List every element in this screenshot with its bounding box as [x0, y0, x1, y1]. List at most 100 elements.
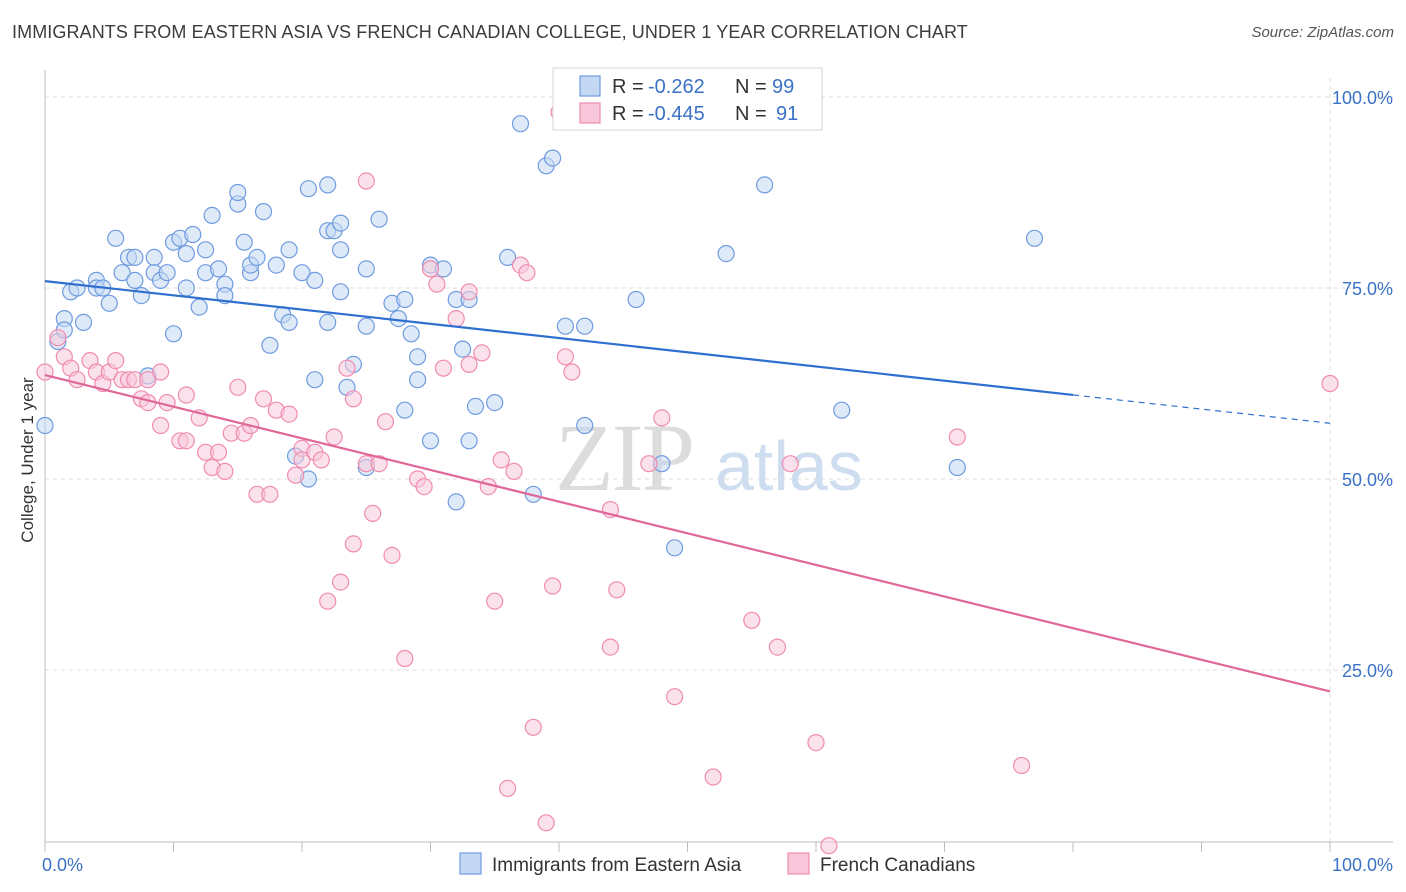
eastern-asia-point-62 [370, 210, 388, 228]
eastern-asia-point-39 [248, 248, 266, 266]
svg-text:R =: R = [612, 103, 644, 125]
french-canadians-point-52 [383, 546, 401, 565]
eastern-asia-point-36 [235, 233, 253, 251]
eastern-asia-point-75 [454, 340, 472, 358]
french-canadians-point-25 [209, 443, 228, 461]
french-canadians-point-38 [293, 451, 311, 469]
eastern-asia-point-55 [332, 283, 350, 301]
french-canadians-point-80 [653, 409, 671, 427]
french-canadians-point-41 [319, 592, 337, 610]
eastern-asia-point-35 [229, 183, 247, 202]
eastern-asia-point-71 [421, 432, 440, 450]
top-legend: R = -0.262 N = 99 R = -0.445 N = 91 [552, 67, 823, 131]
trend-line-french-canadians [44, 374, 1331, 693]
y-tick-label-3: 25.0% [1342, 661, 1393, 681]
eastern-asia-point-21 [158, 264, 176, 282]
legend-swatch-french-canadians [579, 102, 601, 124]
eastern-asia-point-25 [177, 245, 195, 263]
x-tick-label-1: 100.0% [1332, 855, 1393, 875]
y-tick-label-0: 100.0% [1332, 88, 1393, 108]
svg-text:N =: N = [735, 103, 767, 125]
eastern-asia-point-76 [460, 432, 478, 450]
french-canadians-point-90 [1321, 374, 1339, 393]
french-canadians-point-44 [338, 359, 356, 377]
french-canadians-point-36 [287, 466, 305, 484]
eastern-asia-point-66 [396, 401, 414, 419]
bottom-legend-swatch-french-canadians [787, 852, 810, 875]
eastern-asia-point-16 [132, 287, 150, 305]
eastern-asia-point-91 [717, 245, 735, 263]
french-canadians-point-82 [704, 768, 722, 786]
eastern-asia-point-53 [319, 176, 337, 194]
eastern-asia-point-11 [107, 229, 125, 247]
french-canadians-point-66 [499, 779, 517, 798]
source-credit: Source: ZipAtlas.com [1251, 24, 1394, 41]
french-canadians-point-61 [460, 355, 478, 373]
eastern-asia-point-5 [68, 279, 86, 297]
eastern-asia-point-96 [332, 214, 350, 232]
eastern-asia-point-97 [299, 180, 317, 198]
french-canadians-point-48 [357, 172, 375, 190]
french-canadians-point-57 [428, 275, 446, 293]
eastern-asia-point-81 [511, 115, 530, 133]
french-canadians-point-1 [49, 329, 67, 347]
french-canadians-point-84 [768, 638, 787, 656]
eastern-asia-point-0 [36, 416, 54, 435]
eastern-asia-point-12 [113, 264, 131, 282]
legend-swatch-eastern-asia [579, 75, 601, 97]
french-canadians-point-53 [396, 649, 414, 668]
watermark: ZIP atlas [555, 404, 863, 511]
french-canadians-point-81 [665, 688, 684, 706]
french-canadians-point-40 [312, 451, 330, 469]
eastern-asia-point-65 [396, 290, 414, 309]
french-canadians-point-87 [820, 837, 838, 855]
french-canadians-point-59 [447, 310, 465, 328]
french-canadians-point-72 [543, 577, 562, 595]
eastern-asia-point-68 [409, 348, 427, 366]
french-canadians-point-17 [152, 416, 170, 435]
trend-line-eastern-asia-extension [1072, 394, 1331, 424]
y-axis-label: College, Under 1 year [18, 377, 37, 543]
eastern-asia-point-69 [409, 371, 427, 389]
eastern-asia-point-14 [126, 248, 144, 266]
french-canadians-point-9 [107, 352, 125, 370]
french-canadians-point-79 [640, 455, 658, 473]
eastern-asia-point-67 [402, 325, 420, 343]
eastern-asia-point-56 [332, 241, 350, 259]
french-canadians-point-32 [254, 390, 273, 408]
eastern-asia-point-59 [357, 260, 375, 278]
french-canadians-point-71 [537, 814, 555, 832]
eastern-asia-point-87 [576, 317, 594, 335]
eastern-asia-point-85 [556, 317, 575, 335]
eastern-asia-point-79 [486, 394, 504, 412]
eastern-asia-point-93 [833, 401, 851, 419]
eastern-asia-point-42 [267, 256, 285, 274]
eastern-asia-point-10 [100, 294, 118, 312]
eastern-asia-point-84 [543, 149, 562, 167]
eastern-asia-point-41 [261, 336, 279, 354]
eastern-asia-point-80 [499, 248, 517, 266]
french-canadians-point-45 [344, 535, 362, 553]
eastern-asia-point-50 [306, 271, 324, 289]
eastern-asia-point-30 [203, 206, 221, 224]
eastern-asia-point-94 [948, 458, 966, 477]
eastern-asia-point-15 [126, 271, 144, 289]
french-canadians-point-74 [556, 348, 575, 366]
series-french-canadians-points [36, 103, 1339, 855]
eastern-asia-point-47 [293, 264, 311, 282]
eastern-asia-point-40 [254, 203, 273, 221]
french-canadians-point-56 [421, 260, 440, 278]
bottom-legend-swatch-eastern-asia [459, 852, 482, 875]
french-canadians-point-83 [743, 611, 761, 629]
eastern-asia-point-86 [576, 416, 594, 435]
french-canadians-point-78 [608, 581, 626, 599]
watermark-zip: ZIP [555, 404, 693, 511]
legend-r-eastern-asia: -0.262 [648, 76, 705, 98]
eastern-asia-point-28 [197, 241, 215, 259]
eastern-asia-point-31 [209, 260, 228, 278]
eastern-asia-point-26 [177, 279, 195, 297]
bottom-legend-french-canadians: French Canadians [820, 855, 975, 876]
eastern-asia-point-95 [1025, 229, 1044, 247]
trend-lines [44, 280, 1331, 693]
french-canadians-point-33 [261, 485, 279, 503]
